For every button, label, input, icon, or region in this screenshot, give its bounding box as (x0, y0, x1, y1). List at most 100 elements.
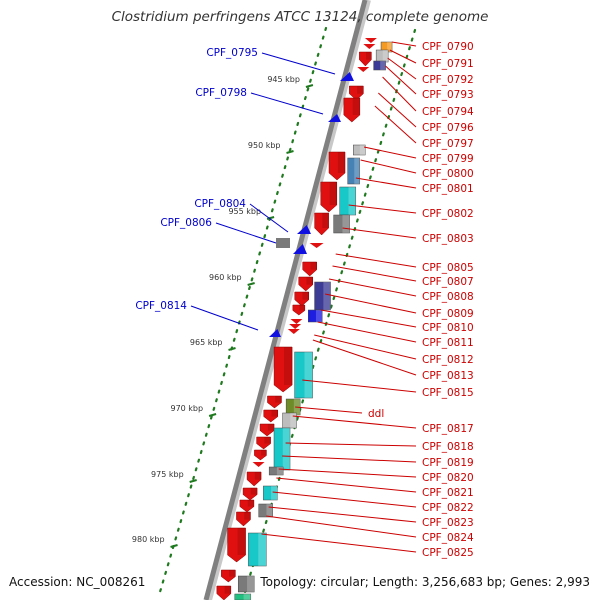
gene-arrow (227, 527, 246, 563)
backbone-shadow (206, 0, 371, 600)
leader-line (332, 265, 417, 282)
gene-box-shade (271, 486, 278, 500)
leader-line (285, 442, 417, 447)
leader-line (278, 468, 417, 478)
gene-box (373, 60, 386, 71)
gene-box-shade (276, 467, 284, 475)
gene-box (263, 485, 278, 501)
gene-label: CPF_0817 (422, 423, 474, 435)
gene-arrow (349, 85, 364, 101)
reverse-gene-arrow (293, 244, 307, 254)
gene-box-shade (247, 576, 255, 592)
leader-line (272, 491, 417, 508)
gene-arrow (314, 212, 329, 236)
gene-arrow-shade (244, 512, 251, 520)
leader-line (360, 159, 417, 174)
gene-arrow (259, 423, 275, 437)
gene-label: CPF_0797 (422, 138, 474, 150)
gene-arrow (320, 181, 338, 213)
gene-label: CPF_0794 (422, 106, 474, 118)
leader-line (348, 204, 417, 214)
gene-label: CPF_0808 (422, 291, 474, 303)
gene-arrow (256, 436, 271, 450)
gene-box-shade (282, 428, 291, 470)
leader-line (261, 52, 336, 75)
gene-arrow-shade (247, 500, 254, 507)
gene-label: CPF_0813 (422, 370, 474, 382)
gene-box (308, 309, 323, 323)
gene-box-shade (342, 215, 350, 233)
gene-arrow (298, 276, 313, 292)
scale-tick-label: 955 kbp (228, 207, 261, 216)
scale-tick (247, 282, 255, 286)
gene-box-shade (290, 413, 297, 428)
scale-tick-label: 965 kbp (190, 338, 223, 347)
gene-arrow (242, 487, 258, 501)
gene-box-shade (323, 282, 331, 310)
leader-line (250, 92, 324, 115)
backbone-line (203, 0, 368, 600)
gene-label: CPF_0824 (422, 532, 474, 544)
gene-arrow-shade (352, 98, 360, 115)
leader-line (261, 533, 417, 553)
gene-box (276, 238, 290, 248)
gene-box (234, 593, 252, 600)
gene-arrow-shade (261, 450, 267, 456)
scale-tick-label: 970 kbp (170, 404, 203, 413)
gene-arrow (363, 44, 376, 49)
gene-box-shade (380, 61, 386, 70)
leader-line (320, 309, 417, 328)
scale-tick (189, 479, 197, 483)
gene-label: CPF_0821 (422, 487, 474, 499)
gene-arrow-shade (250, 488, 258, 495)
gene-arrow-shade (299, 305, 305, 311)
gene-arrow (239, 499, 255, 513)
gene-label: CPF_0806 (160, 217, 212, 229)
gene-arrow (343, 97, 361, 123)
scale-tick-label: 975 kbp (151, 470, 184, 479)
gene-label: CPF_0795 (206, 47, 258, 59)
gene-box (248, 532, 267, 567)
gene-arrow-shade (283, 347, 293, 385)
gene-arrow-shade (322, 213, 329, 228)
scale-tick (305, 84, 314, 88)
gene-arrow-shade (237, 528, 246, 555)
leader-line (342, 227, 417, 239)
gene-arrow (290, 319, 303, 324)
gene-arrow (294, 291, 310, 307)
leader-line (295, 406, 363, 414)
gene-arrow (221, 569, 236, 583)
reverse-gene-arrow (340, 72, 354, 81)
gene-label: CPF_0801 (422, 183, 474, 195)
leader-line (190, 305, 259, 331)
reverse-gene-arrow (328, 114, 341, 122)
leader-line (391, 41, 417, 47)
scale-tick (228, 347, 236, 351)
gene-label: CPF_0804 (194, 198, 246, 210)
gene-label: CPF_0818 (422, 441, 474, 453)
gene-label: CPF_0823 (422, 517, 474, 529)
gene-arrow (309, 243, 324, 248)
gene-arrow (246, 471, 262, 487)
gene-box-shade (258, 533, 267, 566)
gene-label: CPF_0792 (422, 74, 474, 86)
leader-line (389, 49, 417, 64)
leader-line (374, 105, 417, 144)
gene-label: ddl (368, 408, 384, 420)
leader-line (268, 506, 417, 523)
gene-arrow-shade (275, 396, 282, 403)
leader-line (363, 146, 417, 159)
gene-arrow-shade (365, 52, 372, 60)
gene-label: CPF_0814 (135, 300, 187, 312)
leader-line (292, 415, 417, 429)
accession-text: Accession: NC_008261 (9, 575, 146, 589)
gene-label: CPF_0810 (422, 322, 474, 334)
scale-tick-label: 945 kbp (267, 75, 300, 84)
scale-tick (170, 544, 178, 548)
gene-arrow (364, 38, 377, 43)
gene-arrow (273, 346, 293, 393)
gene-label: CPF_0805 (422, 262, 474, 274)
gene-box-shade (304, 352, 313, 398)
